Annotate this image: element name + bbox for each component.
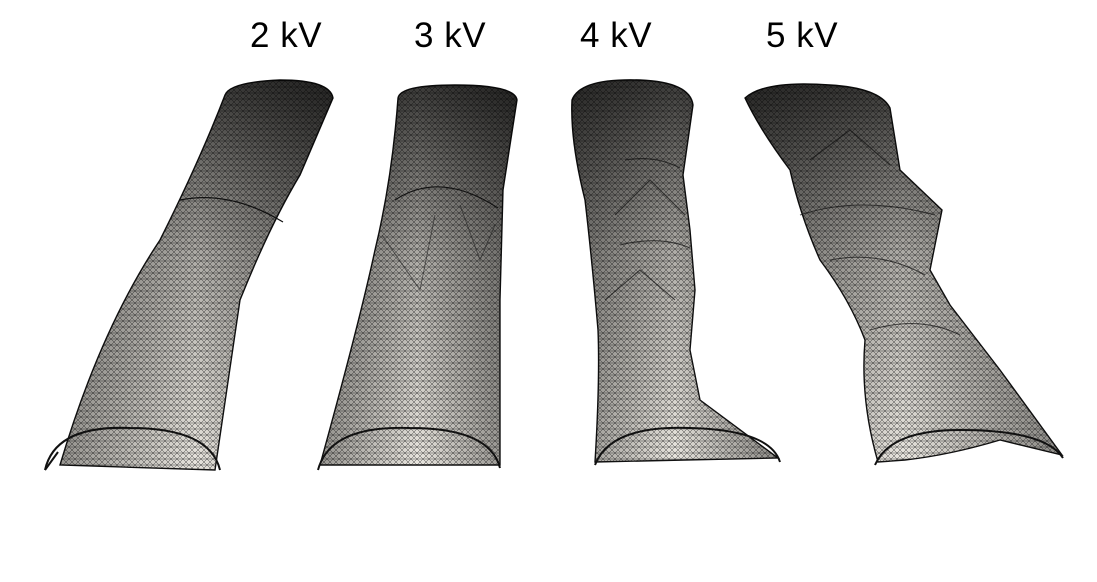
voltage-label-5kv: 5 kV bbox=[766, 16, 839, 55]
voltage-label-3kv: 3 kV bbox=[414, 16, 487, 55]
voltage-label-2kv: 2 kV bbox=[250, 16, 323, 55]
tube-5kv bbox=[744, 83, 1064, 466]
voltage-label-4kv: 4 kV bbox=[580, 16, 653, 55]
tube-2kv bbox=[44, 79, 334, 471]
tube-4kv bbox=[571, 79, 781, 466]
tube-3kv bbox=[317, 84, 518, 471]
